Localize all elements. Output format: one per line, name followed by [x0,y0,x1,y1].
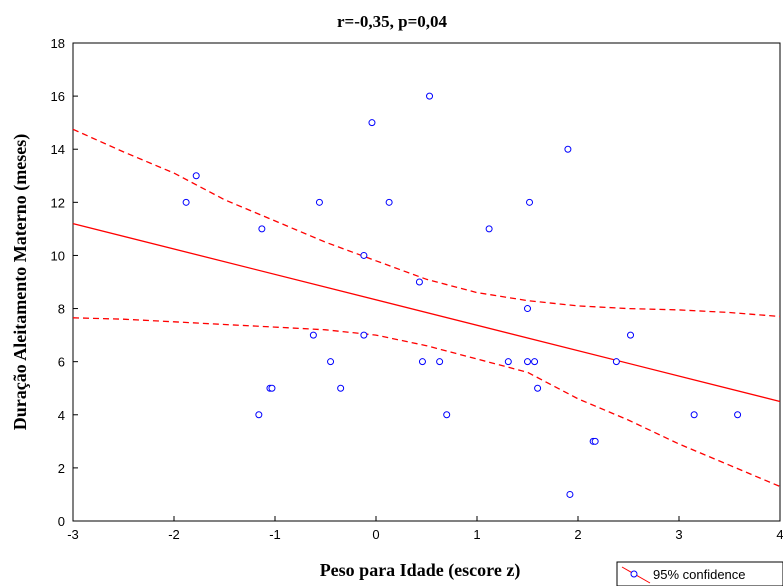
y-tick-label: 8 [58,302,65,317]
data-point [315,198,323,206]
y-tick-label: 16 [51,89,65,104]
data-point [360,251,368,259]
data-point [612,358,620,366]
y-tick-label: 0 [58,514,65,529]
data-point [526,198,534,206]
y-axis-label: Duração Aleitamento Materno (meses) [10,134,31,430]
ci-upper-line [72,128,781,318]
confidence-band [72,128,781,488]
x-tick-label: 4 [776,527,783,542]
data-point [309,331,317,339]
data-point [268,384,276,392]
legend: 95% confidence [616,561,783,586]
data-point [385,198,393,206]
data-point [531,358,539,366]
data-point [418,358,426,366]
data-point [415,278,423,286]
x-tick-label: 1 [473,527,480,542]
x-tick-label: -2 [168,527,180,542]
x-tick-label: -1 [269,527,281,542]
y-tick-label: 4 [58,408,65,423]
y-tick-label: 12 [51,195,65,210]
y-tick-label: 14 [51,142,65,157]
data-point [426,92,434,100]
x-tick-label: 0 [372,527,379,542]
y-axis-ticks: 0 2 4 6 8 10 12 14 16 18 [51,36,78,529]
data-point [564,145,572,153]
ci-lower-line [72,317,781,488]
y-tick-label: 18 [51,36,65,51]
data-point [627,331,635,339]
x-axis-ticks: -3 -2 -1 0 1 2 3 4 [67,516,783,542]
data-point [734,411,742,419]
data-point [524,305,531,313]
x-axis-label: Peso para Idade (escore z) [320,560,521,581]
data-point [534,384,542,392]
data-point [524,358,531,366]
data-point [327,358,335,366]
x-tick-label: 2 [574,527,581,542]
data-points [182,92,742,498]
y-tick-label: 10 [51,248,65,263]
chart-title: r=-0,35, p=0,04 [337,12,448,31]
data-point [436,358,444,366]
regression-line-group [72,222,781,403]
data-point [504,358,512,366]
data-point [255,411,263,419]
legend-label: 95% confidence [653,567,746,582]
legend-marker-swatch [630,570,638,578]
data-point [690,411,698,419]
x-tick-label: -3 [67,527,79,542]
data-point [368,119,376,127]
data-point [591,437,599,445]
data-point [566,490,574,498]
data-point [443,411,451,419]
data-point [258,225,266,233]
plot-area-frame [72,42,781,522]
x-tick-label: 3 [675,527,682,542]
data-point [182,198,190,206]
legend-box [616,561,783,586]
data-point [360,331,368,339]
y-tick-label: 2 [58,461,65,476]
data-point [337,384,345,392]
y-tick-label: 6 [58,355,65,370]
data-point [485,225,493,233]
regression-line [72,222,781,403]
data-point [192,172,200,180]
